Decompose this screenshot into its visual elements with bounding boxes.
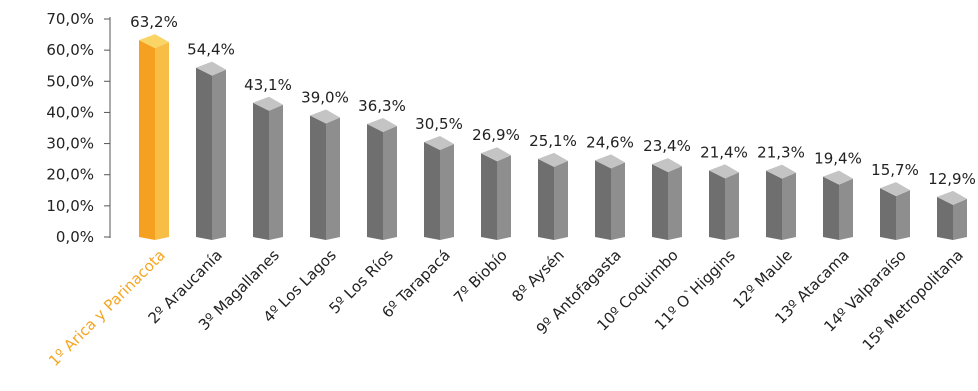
data-label: 63,2% [130, 13, 178, 31]
bar [367, 117, 397, 240]
bar [310, 109, 340, 240]
data-label: 19,4% [814, 150, 862, 168]
bar [652, 158, 682, 240]
data-label: 21,3% [757, 144, 805, 162]
bar [481, 147, 511, 240]
y-tick-label: 10,0% [46, 197, 94, 215]
bar [880, 182, 910, 240]
bar [139, 34, 169, 241]
category-label: 8º Aysén [508, 246, 567, 305]
y-tick-label: 50,0% [46, 72, 94, 90]
data-label: 25,1% [529, 132, 577, 150]
bar [595, 154, 625, 240]
bar [937, 190, 967, 240]
y-tick-label: 40,0% [46, 103, 94, 121]
data-label: 26,9% [472, 126, 520, 144]
bars [139, 34, 967, 241]
data-label: 15,7% [871, 161, 919, 179]
data-label: 43,1% [244, 76, 292, 94]
data-label: 12,9% [928, 170, 976, 188]
bar [253, 96, 283, 240]
data-labels: 63,2% 54,4% 43,1% 39,0% 36,3% 30,5% 26,9% 25,1%… [130, 13, 976, 188]
data-label: 30,5% [415, 115, 463, 133]
y-tick-label: 20,0% [46, 166, 94, 184]
bar [766, 164, 796, 240]
y-tick-label: 60,0% [46, 41, 94, 59]
data-label: 23,4% [643, 137, 691, 155]
data-label: 36,3% [358, 97, 406, 115]
bar [424, 136, 454, 240]
bar [538, 152, 568, 240]
data-label: 24,6% [586, 133, 634, 151]
bar [823, 170, 853, 240]
y-tick-label: 70,0% [46, 10, 94, 28]
bar [196, 61, 226, 240]
category-label: 7º Biobío [450, 246, 511, 307]
data-label: 21,4% [700, 143, 748, 161]
y-axis: 0,0% 10,0% 20,0% 30,0% 40,0% 50,0% 60,0% 70,0% [46, 10, 111, 246]
bar [709, 164, 739, 240]
data-label: 54,4% [187, 41, 235, 59]
data-label: 39,0% [301, 89, 349, 107]
y-tick-label: 0,0% [56, 228, 94, 246]
category-label: 15º Metropolitana [859, 246, 967, 354]
y-tick-label: 30,0% [46, 135, 94, 153]
